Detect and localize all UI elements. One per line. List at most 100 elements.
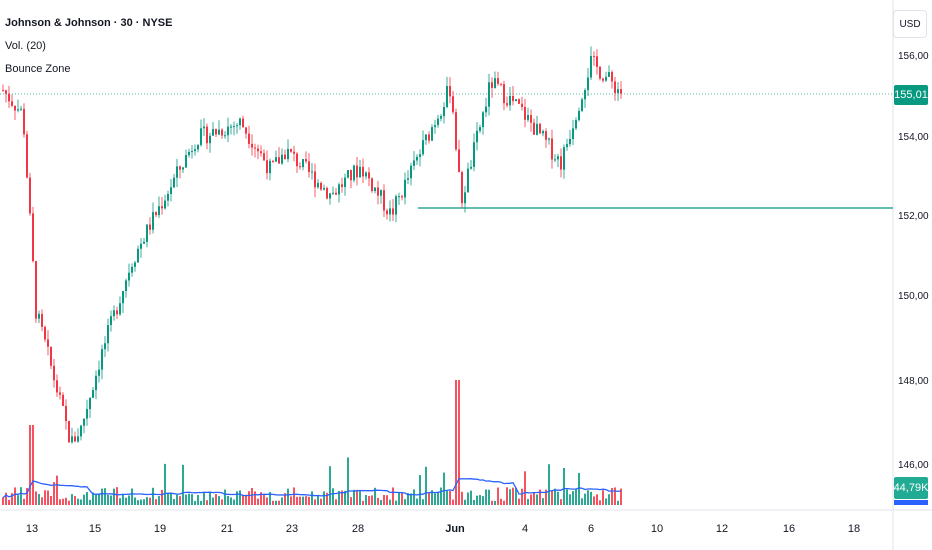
candle <box>293 151 295 154</box>
volume-bar <box>542 498 544 505</box>
candle <box>347 170 349 178</box>
candle <box>47 339 49 347</box>
candle <box>146 224 148 242</box>
volume-bar <box>599 500 601 505</box>
candle <box>311 171 313 173</box>
candle <box>389 208 391 215</box>
volume-bar <box>404 499 406 505</box>
volume-bar <box>590 491 592 505</box>
volume-bar <box>569 494 571 505</box>
volume-bar <box>35 491 37 505</box>
candle <box>461 172 463 204</box>
candle <box>74 436 76 442</box>
candle <box>257 148 259 152</box>
volume-bar <box>140 499 142 505</box>
candle <box>29 177 31 214</box>
volume-bar <box>65 497 67 505</box>
price-axis-label: 154,00 <box>898 132 929 143</box>
candle <box>494 78 496 88</box>
candle <box>140 243 142 249</box>
candle <box>599 66 601 79</box>
volume-bar <box>317 495 319 505</box>
time-axis-label: 10 <box>651 523 663 535</box>
candle <box>614 81 616 94</box>
volume-bar <box>314 499 316 505</box>
volume-bar <box>593 496 595 505</box>
candle <box>554 159 556 161</box>
volume-bar <box>2 497 4 505</box>
symbol-title[interactable]: Johnson & Johnson · 30 · NYSE <box>5 17 173 29</box>
volume-bar <box>401 492 403 505</box>
volume-bar <box>455 380 457 505</box>
candle <box>272 160 274 162</box>
bounce-zone-indicator-label[interactable]: Bounce Zone <box>5 63 71 75</box>
volume-bar <box>182 464 184 505</box>
volume-bar <box>44 490 46 505</box>
price-axis-label: 152,00 <box>898 211 929 222</box>
volume-series[interactable] <box>2 380 622 505</box>
candle <box>125 280 127 292</box>
volume-bar <box>359 490 361 505</box>
candle <box>281 154 283 164</box>
candle <box>521 103 523 107</box>
candle <box>32 213 34 262</box>
candle <box>386 210 388 215</box>
currency-button[interactable]: USD <box>893 10 927 38</box>
candle <box>578 110 580 121</box>
candle <box>122 291 124 304</box>
volume-bar <box>299 496 301 505</box>
candle <box>458 149 460 173</box>
volume-bar <box>533 492 535 505</box>
candle <box>392 208 394 215</box>
volume-bar <box>131 488 133 505</box>
volume-bar <box>428 492 430 505</box>
candle <box>275 157 277 162</box>
candle <box>134 262 136 267</box>
candle <box>503 84 505 104</box>
volume-bar <box>5 492 7 505</box>
volume-bar <box>38 494 40 505</box>
candlestick-series[interactable] <box>2 46 622 444</box>
candle <box>383 190 385 211</box>
volume-bar <box>101 488 103 505</box>
candle <box>410 165 412 179</box>
volume-bar <box>215 494 217 505</box>
price-axis[interactable]: 156,00 154,00 152,00 150,00 148,00 146,0… <box>892 0 929 550</box>
volume-bar <box>341 490 343 505</box>
volume-bar <box>179 496 181 505</box>
volume-bar <box>47 490 49 505</box>
candle <box>557 156 559 160</box>
volume-bar <box>362 500 364 505</box>
volume-bar <box>407 493 409 505</box>
volume-bar <box>461 491 463 505</box>
volume-bar <box>392 487 394 505</box>
volume-indicator-label[interactable]: Vol. (20) <box>5 40 46 52</box>
time-axis[interactable]: 13 15 19 21 23 28 Jun 4 6 10 12 16 18 <box>0 509 932 535</box>
volume-bar <box>71 494 73 505</box>
candle <box>104 343 106 350</box>
volume-bar <box>416 498 418 505</box>
volume-bar <box>32 425 34 505</box>
volume-bar <box>68 500 70 505</box>
candle <box>98 369 100 376</box>
volume-bar <box>563 467 565 505</box>
volume-bar <box>521 488 523 505</box>
time-axis-label: 6 <box>588 523 594 535</box>
volume-bar <box>482 496 484 505</box>
volume-bar <box>209 492 211 505</box>
volume-bar <box>74 496 76 505</box>
candle <box>194 149 196 152</box>
volume-bar <box>488 489 490 505</box>
volume-bar <box>107 494 109 505</box>
volume-bar <box>539 489 541 505</box>
candle <box>173 177 175 188</box>
candle <box>131 266 133 273</box>
candle <box>161 206 163 209</box>
time-axis-label: 13 <box>26 523 38 535</box>
volume-bar <box>572 491 574 505</box>
candle <box>176 166 178 178</box>
candle <box>128 272 130 281</box>
candle <box>278 157 280 164</box>
candle <box>155 212 157 216</box>
